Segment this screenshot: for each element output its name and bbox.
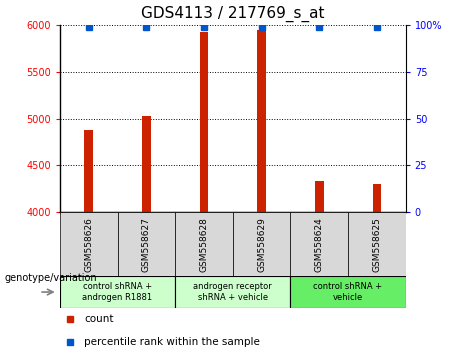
Text: androgen receptor
shRNA + vehicle: androgen receptor shRNA + vehicle xyxy=(194,282,272,302)
Bar xyxy=(84,130,93,212)
Bar xyxy=(290,212,348,276)
Bar xyxy=(233,212,290,276)
Text: GSM558629: GSM558629 xyxy=(257,217,266,272)
Text: count: count xyxy=(84,314,113,324)
Title: GDS4113 / 217769_s_at: GDS4113 / 217769_s_at xyxy=(141,6,325,22)
Bar xyxy=(175,212,233,276)
Bar xyxy=(315,182,324,212)
Text: GSM558626: GSM558626 xyxy=(84,217,93,272)
Bar xyxy=(175,276,290,308)
Bar xyxy=(290,276,406,308)
Bar xyxy=(60,212,118,276)
Text: GSM558625: GSM558625 xyxy=(372,217,381,272)
Text: GSM558628: GSM558628 xyxy=(200,217,208,272)
Bar xyxy=(348,212,406,276)
Text: GSM558627: GSM558627 xyxy=(142,217,151,272)
Bar xyxy=(142,116,151,212)
Text: GSM558624: GSM558624 xyxy=(315,217,324,272)
Bar xyxy=(257,30,266,212)
Bar xyxy=(118,212,175,276)
Bar xyxy=(372,184,381,212)
Text: control shRNA +
androgen R1881: control shRNA + androgen R1881 xyxy=(83,282,153,302)
Bar xyxy=(200,32,208,212)
Text: control shRNA +
vehicle: control shRNA + vehicle xyxy=(313,282,383,302)
Text: percentile rank within the sample: percentile rank within the sample xyxy=(84,337,260,347)
Bar xyxy=(60,276,175,308)
Text: genotype/variation: genotype/variation xyxy=(5,273,97,283)
